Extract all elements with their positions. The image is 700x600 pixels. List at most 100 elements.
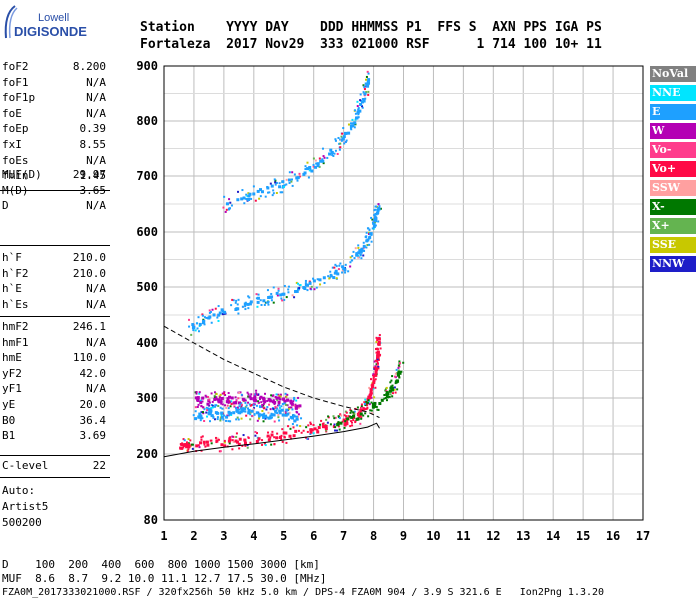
- echo-point: [220, 308, 224, 312]
- param-value: 246.1: [72, 320, 106, 333]
- echo-point: [187, 443, 191, 447]
- echo-point: [368, 386, 371, 389]
- echo-point: [277, 400, 281, 404]
- echo-point: [334, 416, 337, 419]
- echo-point: [391, 384, 394, 387]
- echo-point: [340, 135, 343, 138]
- echo-point: [362, 254, 365, 257]
- echo-point: [287, 285, 290, 288]
- echo-point: [272, 407, 275, 410]
- echo-point: [373, 404, 377, 408]
- echo-point: [219, 399, 223, 403]
- echo-point: [203, 408, 206, 411]
- echo-point: [323, 156, 326, 159]
- echo-point: [383, 394, 386, 397]
- echo-point: [242, 398, 246, 402]
- echo-point: [264, 417, 267, 420]
- echo-point: [245, 414, 248, 417]
- echo-point: [213, 394, 216, 397]
- echo-point: [329, 148, 333, 152]
- echo-point: [304, 282, 307, 285]
- param-row: h`F 210.0: [2, 251, 106, 265]
- echo-point: [347, 123, 350, 126]
- param-value: N/A: [86, 282, 106, 296]
- echo-point: [370, 396, 373, 399]
- echo-point: [376, 205, 379, 208]
- echo-point: [250, 393, 253, 396]
- echo-point: [316, 278, 319, 281]
- echo-point: [225, 400, 229, 404]
- echo-point: [260, 303, 263, 306]
- echo-point: [229, 436, 232, 439]
- echo-point: [312, 157, 315, 160]
- echo-point: [364, 78, 367, 81]
- echo-point: [357, 411, 360, 414]
- echo-point: [288, 434, 292, 438]
- echo-point: [239, 410, 243, 414]
- echo-point: [223, 414, 226, 417]
- x-tick-label: 9: [400, 529, 407, 543]
- echo-point: [374, 386, 377, 389]
- echo-point: [283, 298, 286, 301]
- echo-point: [205, 440, 209, 444]
- echo-point: [357, 107, 360, 110]
- echo-point: [330, 150, 334, 154]
- echo-point: [338, 428, 341, 431]
- echo-point: [359, 412, 363, 416]
- echo-point: [366, 70, 369, 73]
- echo-point: [223, 195, 226, 198]
- echo-point: [222, 206, 225, 209]
- echo-point: [372, 387, 375, 390]
- echo-point: [281, 191, 284, 194]
- echo-point: [208, 398, 211, 401]
- echo-point: [271, 194, 274, 197]
- echo-point: [224, 404, 227, 407]
- echo-point: [278, 435, 282, 439]
- echo-point: [353, 126, 356, 129]
- echo-point: [198, 324, 201, 327]
- echo-point: [262, 399, 266, 403]
- echo-point: [372, 377, 375, 380]
- echo-point: [294, 429, 298, 433]
- echo-point: [257, 393, 260, 396]
- echo-point: [215, 404, 218, 407]
- echo-point: [339, 421, 343, 425]
- echo-point: [258, 417, 261, 420]
- echo-point: [277, 287, 280, 290]
- echo-point: [291, 408, 294, 411]
- echo-point: [224, 394, 227, 397]
- echo-point: [380, 398, 384, 402]
- echo-point: [351, 122, 354, 125]
- echo-point: [285, 178, 288, 181]
- echo-point: [313, 288, 316, 291]
- echo-point: [207, 316, 211, 320]
- echo-point: [246, 302, 250, 306]
- echo-point: [288, 418, 291, 421]
- echo-point: [370, 216, 373, 219]
- echo-point: [397, 364, 400, 367]
- echo-point: [250, 197, 253, 200]
- echo-point: [239, 391, 242, 394]
- echo-point: [323, 281, 326, 284]
- echo-point: [188, 325, 191, 328]
- echo-point: [237, 442, 241, 446]
- echo-point: [365, 400, 368, 403]
- echo-point: [275, 393, 278, 396]
- echo-point: [373, 396, 376, 399]
- echo-point: [294, 404, 297, 407]
- echo-point: [223, 312, 226, 315]
- legend-item: SSW: [650, 180, 696, 196]
- echo-point: [201, 400, 204, 403]
- echo-point: [364, 412, 367, 415]
- echo-point: [230, 396, 234, 400]
- x-tick-label: 17: [636, 529, 650, 543]
- echo-point: [378, 334, 381, 337]
- param-label: D: [2, 199, 9, 213]
- echo-point: [397, 369, 400, 372]
- echo-point: [216, 316, 219, 319]
- echo-point: [272, 301, 275, 304]
- echo-point: [269, 436, 272, 439]
- echo-point: [196, 327, 199, 330]
- echo-point: [258, 197, 261, 200]
- echo-point: [377, 337, 381, 341]
